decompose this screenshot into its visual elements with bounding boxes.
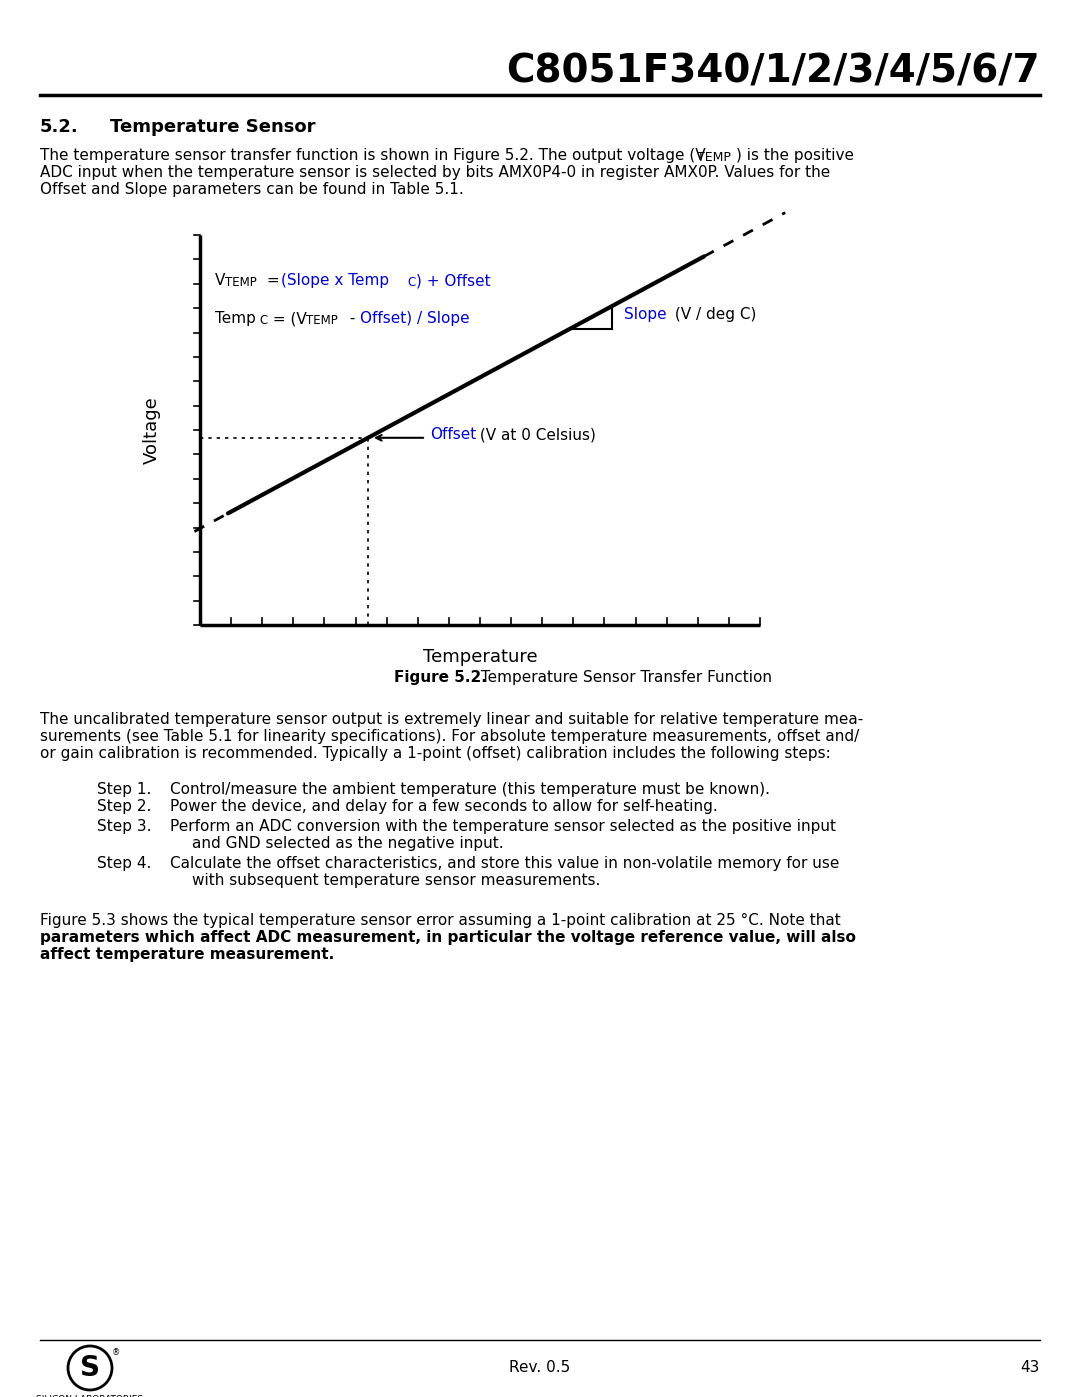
Text: Calculate the offset characteristics, and store this value in non-volatile memor: Calculate the offset characteristics, an… (170, 856, 839, 870)
Text: (V / deg C): (V / deg C) (670, 307, 756, 323)
Text: The temperature sensor transfer function is shown in Figure 5.2. The output volt: The temperature sensor transfer function… (40, 148, 705, 163)
Text: parameters which affect ADC measurement, in particular the voltage reference val: parameters which affect ADC measurement,… (40, 930, 855, 944)
Text: C: C (259, 314, 267, 327)
Text: Perform an ADC conversion with the temperature sensor selected as the positive i: Perform an ADC conversion with the tempe… (170, 819, 836, 834)
Text: Figure 5.3 shows the typical temperature sensor error assuming a 1-point calibra: Figure 5.3 shows the typical temperature… (40, 914, 840, 928)
Text: Step 1.: Step 1. (97, 782, 151, 798)
Text: Temp: Temp (215, 312, 256, 326)
Text: ) is the positive: ) is the positive (735, 148, 854, 163)
Text: surements (see Table 5.1 for linearity specifications). For absolute temperature: surements (see Table 5.1 for linearity s… (40, 729, 860, 745)
Text: Figure 5.2.: Figure 5.2. (393, 671, 486, 685)
Text: and GND selected as the negative input.: and GND selected as the negative input. (192, 835, 503, 851)
Text: Power the device, and delay for a few seconds to allow for self-heating.: Power the device, and delay for a few se… (170, 799, 718, 814)
Text: affect temperature measurement.: affect temperature measurement. (40, 947, 334, 963)
Text: Temperature Sensor Transfer Function: Temperature Sensor Transfer Function (476, 671, 772, 685)
Text: Slope: Slope (623, 307, 666, 323)
Text: 43: 43 (1021, 1361, 1040, 1375)
Text: Voltage: Voltage (143, 397, 161, 464)
Text: C8051F340/1/2/3/4/5/6/7: C8051F340/1/2/3/4/5/6/7 (507, 53, 1040, 91)
Text: S: S (80, 1354, 100, 1382)
Text: SILICON LABORATORIES: SILICON LABORATORIES (37, 1396, 144, 1397)
Text: C: C (407, 277, 415, 289)
Text: ) + Offset: ) + Offset (416, 272, 490, 288)
Text: TEMP: TEMP (225, 277, 257, 289)
Text: Offset and Slope parameters can be found in Table 5.1.: Offset and Slope parameters can be found… (40, 182, 463, 197)
Text: 5.2.: 5.2. (40, 117, 79, 136)
Text: TEMP: TEMP (697, 151, 731, 163)
Text: Offset) / Slope: Offset) / Slope (360, 312, 470, 326)
Text: TEMP: TEMP (306, 314, 338, 327)
Text: ADC input when the temperature sensor is selected by bits AMX0P4-0 in register A: ADC input when the temperature sensor is… (40, 165, 831, 180)
Text: ®: ® (112, 1348, 120, 1358)
Text: Step 4.: Step 4. (97, 856, 151, 870)
Text: = (V: = (V (268, 312, 307, 326)
Text: Control/measure the ambient temperature (this temperature must be known).: Control/measure the ambient temperature … (170, 782, 770, 798)
Text: =: = (262, 272, 284, 288)
Text: V: V (215, 272, 226, 288)
Text: Step 2.: Step 2. (97, 799, 151, 814)
Text: Rev. 0.5: Rev. 0.5 (510, 1361, 570, 1375)
Text: or gain calibration is recommended. Typically a 1-point (offset) calibration inc: or gain calibration is recommended. Typi… (40, 746, 831, 761)
Text: Step 3.: Step 3. (97, 819, 151, 834)
Text: -: - (345, 312, 361, 326)
Text: Offset: Offset (430, 427, 476, 443)
Text: Temperature Sensor: Temperature Sensor (110, 117, 315, 136)
Text: (Slope x Temp: (Slope x Temp (281, 272, 389, 288)
Text: with subsequent temperature sensor measurements.: with subsequent temperature sensor measu… (192, 873, 600, 888)
Text: (V at 0 Celsius): (V at 0 Celsius) (475, 427, 596, 443)
Text: The uncalibrated temperature sensor output is extremely linear and suitable for : The uncalibrated temperature sensor outp… (40, 712, 863, 726)
Text: Temperature: Temperature (422, 648, 538, 666)
